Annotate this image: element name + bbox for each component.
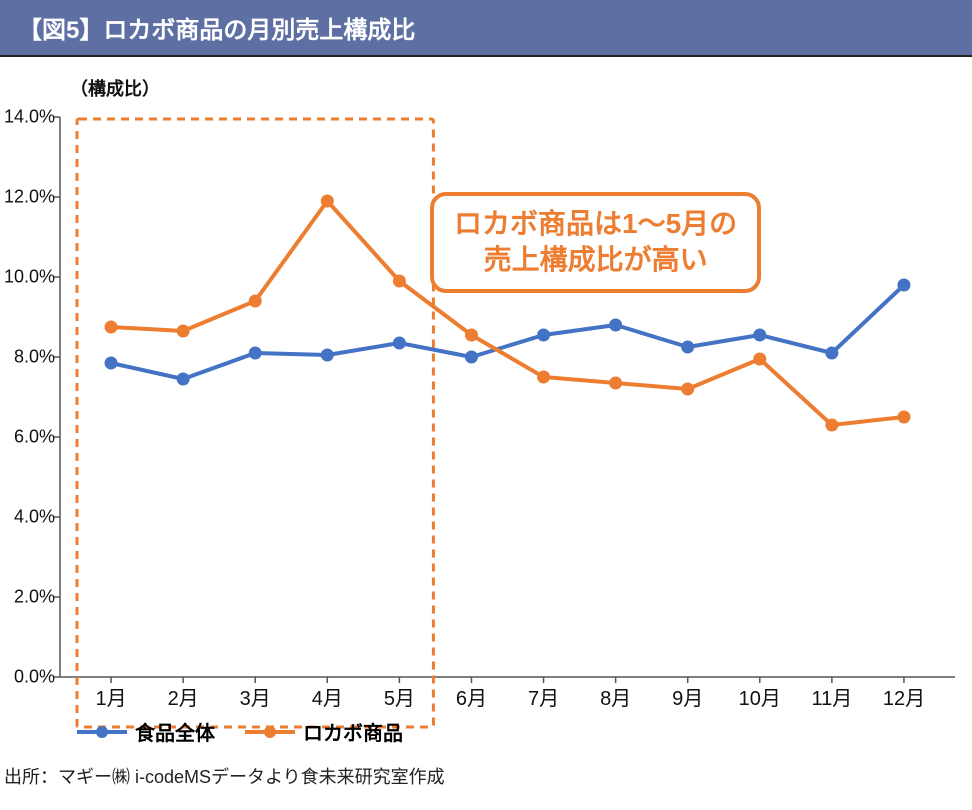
y-tick-label: 0.0% xyxy=(14,667,55,688)
figure-title-bar: 【図5】ロカボ商品の月別売上構成比 xyxy=(0,0,972,57)
y-axis-title: （構成比） xyxy=(70,75,160,101)
legend-label: 食品全体 xyxy=(135,717,215,746)
x-tick-label: 10月 xyxy=(739,682,781,711)
source-text: 出所：マギー㈱ i-codeMSデータより食未来研究室作成 xyxy=(0,757,972,799)
y-tick-label: 6.0% xyxy=(14,427,55,448)
figure-container: 【図5】ロカボ商品の月別売上構成比 （構成比） 0.0% 2.0% 4.0% 6.0%… xyxy=(0,0,972,799)
x-tick-label: 3月 xyxy=(240,682,271,711)
callout-box: ロカボ商品は1～5月の 売上構成比が高い xyxy=(430,192,761,293)
legend-swatch-icon xyxy=(75,722,129,742)
chart-area: （構成比） 0.0% 2.0% 4.0% 6.0% 8.0% 10.0% 12.0% 14.0… xyxy=(0,57,972,757)
x-tick-label: 12月 xyxy=(883,682,925,711)
legend: 食品全体 ロカボ商品 xyxy=(75,717,403,746)
x-tick-label: 5月 xyxy=(384,682,415,711)
y-tick-label: 12.0% xyxy=(4,187,55,208)
legend-item: ロカボ商品 xyxy=(243,717,403,746)
legend-item: 食品全体 xyxy=(75,717,215,746)
callout-line-1: ロカボ商品は1～5月の xyxy=(454,206,737,242)
figure-title: 【図5】ロカボ商品の月別売上構成比 xyxy=(18,17,415,44)
x-tick-label: 4月 xyxy=(312,682,343,711)
y-tick-label: 4.0% xyxy=(14,507,55,528)
x-tick-label: 7月 xyxy=(528,682,559,711)
y-tick-label: 14.0% xyxy=(4,107,55,128)
legend-swatch-icon xyxy=(243,722,297,742)
callout-line-2: 売上構成比が高い xyxy=(454,242,737,278)
legend-label: ロカボ商品 xyxy=(303,717,403,746)
x-tick-label: 8月 xyxy=(600,682,631,711)
y-tick-label: 8.0% xyxy=(14,347,55,368)
x-tick-label: 6月 xyxy=(456,682,487,711)
x-tick-label: 11月 xyxy=(811,682,852,711)
x-tick-label: 2月 xyxy=(168,682,199,711)
y-tick-label: 10.0% xyxy=(4,267,55,288)
y-tick-label: 2.0% xyxy=(14,587,55,608)
x-tick-label: 1月 xyxy=(95,682,126,711)
x-tick-label: 9月 xyxy=(672,682,703,711)
